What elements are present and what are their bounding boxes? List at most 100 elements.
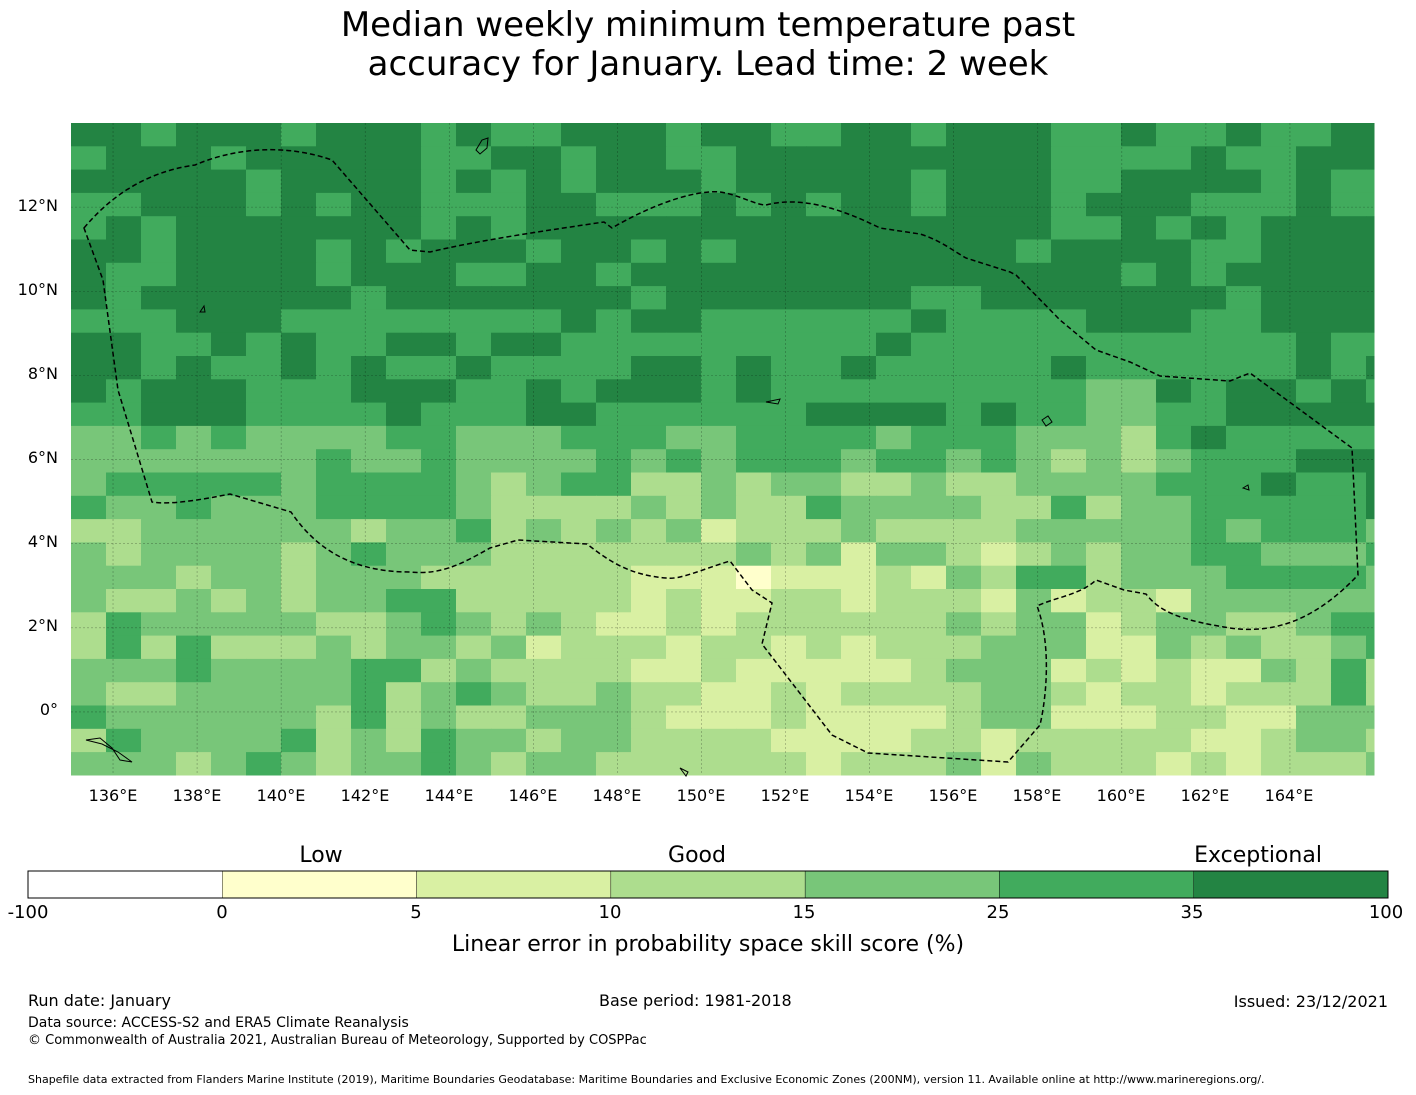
grid-cell — [71, 682, 107, 706]
grid-cell — [841, 682, 877, 706]
grid-cell — [1366, 262, 1375, 287]
colorbar-swatch — [416, 870, 612, 899]
grid-cell — [176, 356, 212, 380]
grid-cell — [946, 728, 982, 753]
grid-cell — [911, 589, 947, 613]
grid-cell — [981, 123, 1017, 147]
grid-cell — [561, 146, 597, 171]
grid-cell — [526, 332, 562, 357]
grid-cell — [666, 309, 702, 334]
grid-cell — [526, 728, 562, 753]
grid-cell — [1261, 239, 1297, 264]
colorbar-swatch — [1193, 870, 1389, 899]
grid-cell — [491, 542, 527, 567]
grid-cell — [316, 752, 352, 776]
grid-cell — [176, 658, 212, 683]
grid-cell — [211, 425, 247, 450]
grid-cell — [911, 146, 947, 171]
grid-cell — [631, 449, 667, 473]
grid-cell — [1296, 589, 1332, 613]
grid-cell — [631, 658, 667, 683]
grid-cell — [981, 635, 1017, 660]
grid-cell — [1121, 309, 1157, 334]
grid-cell — [71, 542, 107, 567]
grid-cell — [631, 309, 667, 334]
lat-tick: 2°N — [27, 616, 58, 635]
grid-cell — [246, 542, 282, 567]
grid-cell — [841, 216, 877, 240]
grid-cell — [141, 123, 177, 147]
grid-cell — [1086, 262, 1122, 287]
grid-cell — [1016, 495, 1052, 520]
grid-cell — [701, 425, 737, 450]
grid-cell — [281, 565, 317, 590]
grid-cell — [351, 216, 387, 240]
grid-cell — [246, 705, 282, 730]
grid-cell — [281, 332, 317, 357]
grid-cell — [1191, 752, 1227, 776]
grid-cell — [1016, 146, 1052, 171]
grid-cell — [736, 495, 772, 520]
grid-cell — [491, 192, 527, 217]
grid-cell — [1331, 356, 1367, 380]
lon-tick: 150°E — [676, 786, 726, 805]
grid-cell — [596, 192, 632, 217]
grid-cell — [1016, 728, 1052, 753]
grid-cell — [1121, 262, 1157, 287]
grid-cell — [1051, 449, 1087, 473]
grid-cell — [561, 379, 597, 404]
grid-cell — [456, 192, 492, 217]
grid-cell — [981, 472, 1017, 497]
grid-cell — [421, 169, 457, 194]
grid-cell — [351, 635, 387, 660]
grid-cell — [631, 169, 667, 194]
grid-cell — [526, 425, 562, 450]
grid-cell — [1226, 682, 1262, 706]
grid-cell — [771, 146, 807, 171]
grid-cell — [841, 192, 877, 217]
grid-cell — [1226, 356, 1262, 380]
grid-cell — [281, 146, 317, 171]
grid-cell — [1156, 589, 1192, 613]
grid-cell — [1226, 519, 1262, 543]
grid-cell — [911, 239, 947, 264]
grid-cell — [666, 216, 702, 240]
grid-cell — [561, 425, 597, 450]
grid-cell — [666, 402, 702, 427]
grid-cell — [701, 658, 737, 683]
grid-cell — [456, 425, 492, 450]
grid-cell — [1051, 589, 1087, 613]
grid-cell — [1191, 239, 1227, 264]
grid-cell — [316, 332, 352, 357]
grid-cell — [876, 402, 912, 427]
grid-cell — [456, 309, 492, 334]
grid-cell — [1261, 169, 1297, 194]
grid-cell — [1331, 239, 1367, 264]
grid-cell — [911, 216, 947, 240]
grid-cell — [351, 682, 387, 706]
grid-cell — [176, 542, 212, 567]
grid-cell — [106, 123, 142, 147]
grid-cell — [456, 402, 492, 427]
grid-cell — [491, 309, 527, 334]
grid-cell — [1331, 612, 1367, 637]
grid-cell — [1086, 402, 1122, 427]
grid-cell — [281, 682, 317, 706]
grid-cell — [1226, 472, 1262, 497]
grid-cell — [491, 752, 527, 776]
grid-cell — [281, 635, 317, 660]
grid-cell — [631, 286, 667, 310]
grid-cell — [1086, 286, 1122, 310]
grid-cell — [211, 309, 247, 334]
grid-cell — [1086, 332, 1122, 357]
grid-cell — [281, 169, 317, 194]
grid-cell — [1296, 192, 1332, 217]
grid-cell — [351, 519, 387, 543]
grid-cell — [701, 635, 737, 660]
grid-cell — [736, 472, 772, 497]
grid-cell — [1121, 635, 1157, 660]
grid-cell — [561, 309, 597, 334]
grid-cell — [176, 286, 212, 310]
grid-cell — [1296, 216, 1332, 240]
grid-cell — [386, 239, 422, 264]
